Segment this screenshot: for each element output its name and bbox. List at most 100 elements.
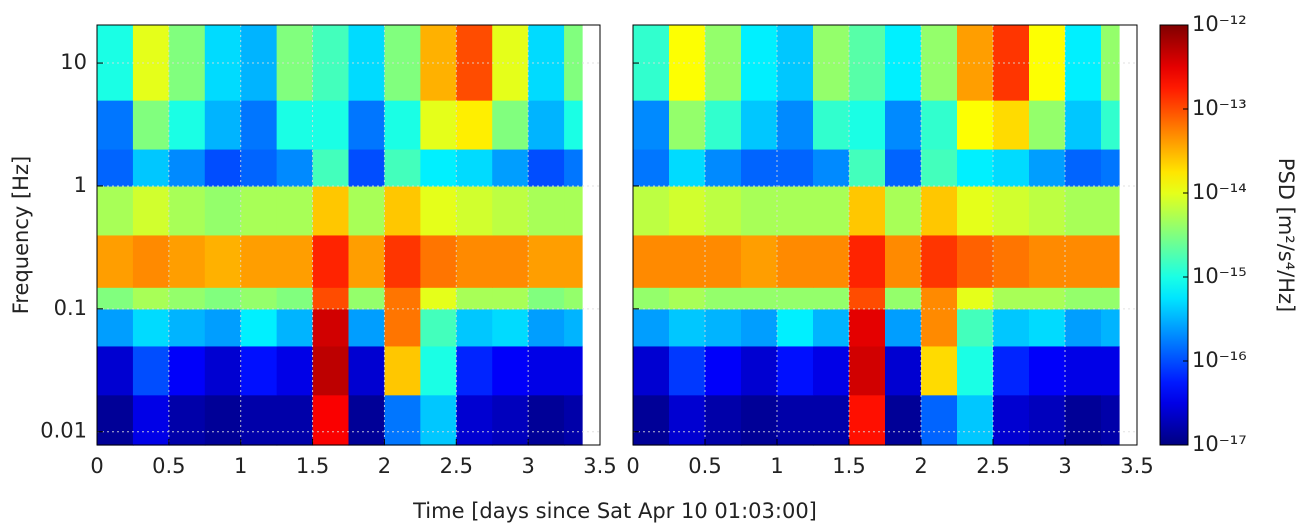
heatmap-cell (993, 287, 1030, 310)
heatmap-cell (993, 100, 1030, 150)
plot-frame (96, 24, 601, 446)
heatmap-cell (633, 234, 670, 288)
heatmap-cell (492, 345, 529, 396)
heatmap-cell (528, 287, 565, 310)
heatmap-cell (276, 308, 314, 347)
heatmap-cell (669, 148, 706, 187)
y-tick-label: 0.01 (40, 419, 87, 443)
heatmap-cell (528, 394, 565, 446)
heatmap-cell (564, 100, 583, 150)
heatmap-cell (456, 234, 493, 288)
heatmap-cell (456, 100, 493, 150)
heatmap-cell (528, 185, 565, 236)
heatmap-cell (633, 394, 670, 446)
heatmap-cell (312, 345, 350, 396)
heatmap-cell (312, 234, 350, 288)
x-tick-label: 3 (521, 454, 534, 478)
heatmap-cell (456, 394, 493, 446)
heatmap-cell (348, 100, 386, 150)
heatmap-cell (276, 287, 314, 310)
x-tick-label: 3.5 (583, 454, 616, 478)
heatmap-cell (204, 345, 242, 396)
heatmap-cell (240, 308, 278, 347)
heatmap-cell (564, 234, 583, 288)
heatmap-cell (849, 148, 886, 187)
heatmap-cell (813, 287, 850, 310)
heatmap-cell (1065, 287, 1102, 310)
heatmap-cell (276, 394, 314, 446)
heatmap-cell (777, 345, 814, 396)
heatmap-cell (240, 185, 278, 236)
heatmap-cell (669, 287, 706, 310)
x-tick-label: 2.5 (440, 454, 473, 478)
heatmap-cell (312, 287, 350, 310)
heatmap-cell (1101, 345, 1120, 396)
heatmap-cell (312, 185, 350, 236)
heatmap-cell (705, 185, 742, 236)
heatmap-cell (384, 394, 421, 446)
x-tick-label: 1 (234, 454, 247, 478)
colorbar (1159, 24, 1189, 446)
heatmap-cell (240, 287, 278, 310)
x-tick-label: 3 (1058, 454, 1071, 478)
heatmap-cell (420, 234, 457, 288)
heatmap-cell (741, 185, 778, 236)
heatmap-cell (97, 148, 134, 187)
heatmap-cell (705, 287, 742, 310)
heatmap-cell (204, 185, 242, 236)
heatmap-cell (1101, 394, 1120, 446)
heatmap-cell (312, 148, 350, 187)
heatmap-cell (705, 308, 742, 347)
heatmap-cell (528, 234, 565, 288)
colorbar-label: PSD [m²/s⁴/Hz] (1274, 158, 1298, 312)
heatmap-cell (1065, 394, 1102, 446)
heatmap-cell (276, 234, 314, 288)
heatmap-cell (564, 308, 583, 347)
heatmap-cell (705, 148, 742, 187)
heatmap-cell (528, 148, 565, 187)
heatmap-cell (348, 308, 386, 347)
heatmap-cell (564, 185, 583, 236)
heatmap-cell (276, 345, 314, 396)
heatmap-cell (1101, 234, 1120, 288)
heatmap-cell (528, 308, 565, 347)
heatmap-cell (1029, 185, 1066, 236)
heatmap-cell (921, 287, 958, 310)
heatmap-cell (813, 345, 850, 396)
heatmap-cell (885, 394, 922, 446)
plot-frame (632, 24, 1138, 446)
heatmap-cell (777, 394, 814, 446)
heatmap-cell (456, 287, 493, 310)
heatmap-cell (168, 287, 206, 310)
heatmap-cell (741, 308, 778, 347)
x-tick-label: 0 (626, 454, 639, 478)
heatmap-cell (885, 148, 922, 187)
heatmap-cell (492, 308, 529, 347)
heatmap-cell (1065, 345, 1102, 396)
heatmap-cell (132, 148, 170, 187)
colorbar-tick-label: 10⁻¹³ (1192, 96, 1247, 120)
heatmap-cell (777, 234, 814, 288)
heatmap-cell (921, 148, 958, 187)
heatmap-cell (132, 185, 170, 236)
heatmap-cell (420, 308, 457, 347)
heatmap-cell (168, 394, 206, 446)
heatmap-cell (993, 308, 1030, 347)
heatmap-cell (1065, 308, 1102, 347)
x-tick-label: 2.5 (976, 454, 1009, 478)
heatmap-cell (168, 234, 206, 288)
heatmap-cell (168, 345, 206, 396)
heatmap-cell (885, 234, 922, 288)
heatmap-cell (633, 308, 670, 347)
heatmap-cell (777, 308, 814, 347)
heatmap-cell (276, 100, 314, 150)
heatmap-cell (777, 185, 814, 236)
x-tick-label: 1.5 (832, 454, 865, 478)
heatmap-cell (312, 308, 350, 347)
heatmap-cell (564, 394, 583, 446)
heatmap-cell (849, 345, 886, 396)
heatmap-cell (384, 185, 421, 236)
heatmap-cell (921, 308, 958, 347)
heatmap-cell (921, 345, 958, 396)
heatmap-cell (240, 148, 278, 187)
